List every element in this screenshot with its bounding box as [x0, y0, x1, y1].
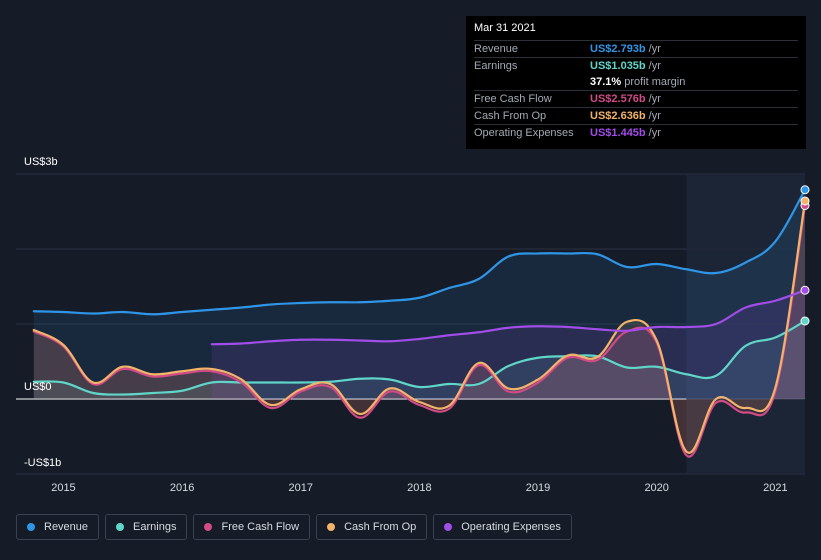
- tooltip-label: Cash From Op: [474, 110, 547, 122]
- tooltip-value: US$2.793b: [590, 43, 646, 55]
- legend-dot-icon: [204, 523, 213, 531]
- tooltip-label: [474, 74, 590, 90]
- axis-labels: US$3b US$0 -US$1b 2015 2016 2017 2018 2019 2020 2…: [24, 156, 788, 494]
- tooltip-unit: /yr: [648, 93, 661, 105]
- legend-label: Cash From Op: [344, 521, 417, 533]
- tooltip-row-operating-expenses: Operating Expenses US$1.445b /yr: [474, 124, 798, 141]
- earnings-line: [32, 319, 807, 396]
- x-tick-label: 2015: [51, 482, 75, 494]
- tooltip-unit: profit margin: [624, 76, 686, 88]
- tooltip-unit: /yr: [648, 43, 661, 55]
- tooltip-row-profit-margin: 37.1% profit margin: [474, 74, 798, 90]
- legend-item-operating-expenses[interactable]: Operating Expenses: [433, 514, 572, 540]
- operating-expenses-end-point: [800, 285, 810, 295]
- tooltip-unit: /yr: [648, 127, 661, 139]
- chart-legend: Revenue Earnings Free Cash Flow Cash Fro…: [16, 514, 572, 540]
- tooltip-value: US$1.445b: [590, 127, 646, 139]
- legend-item-cash-from-op[interactable]: Cash From Op: [316, 514, 428, 540]
- legend-dot-icon: [327, 523, 336, 531]
- legend-dot-icon: [27, 523, 35, 531]
- tooltip-row-cash-from-op: Cash From Op US$2.636b /yr: [474, 107, 798, 124]
- revenue-line: [32, 188, 807, 316]
- legend-dot-icon: [116, 523, 125, 531]
- cash-from-op-end-point: [800, 196, 810, 206]
- y-axis-label: US$3b: [24, 156, 58, 168]
- tooltip-label: Revenue: [474, 43, 519, 55]
- operating-expenses-line: [210, 289, 807, 346]
- series-lines: [32, 188, 807, 458]
- cash-from-op-area: [33, 201, 805, 453]
- tooltip-label: Operating Expenses: [474, 127, 574, 139]
- tooltip-row-free-cash-flow: Free Cash Flow US$2.576b /yr: [474, 90, 798, 107]
- grid-lines: [16, 173, 805, 475]
- free-cash-flow-area: [33, 205, 805, 457]
- tooltip-value: US$2.576b: [590, 93, 646, 105]
- tooltip-label: Earnings: [474, 60, 518, 72]
- y-axis-label: US$0: [24, 381, 52, 393]
- tooltip-value: US$2.636b: [590, 110, 646, 122]
- operating-expenses-area: [211, 290, 806, 399]
- free-cash-flow-line: [32, 204, 807, 458]
- tooltip-row-earnings: Earnings US$1.035b /yr: [474, 57, 798, 74]
- revenue-end-point: [800, 185, 810, 195]
- legend-dot-icon: [444, 523, 453, 531]
- x-tick-label: 2017: [289, 482, 313, 494]
- x-tick-label: 2021: [763, 482, 787, 494]
- legend-item-earnings[interactable]: Earnings: [105, 514, 188, 540]
- tooltip-date: Mar 31 2021: [474, 22, 536, 34]
- legend-label: Earnings: [133, 521, 177, 533]
- legend-item-revenue[interactable]: Revenue: [16, 514, 100, 540]
- legend-item-free-cash-flow[interactable]: Free Cash Flow: [193, 514, 311, 540]
- earnings-end-point: [800, 316, 810, 326]
- legend-label: Revenue: [44, 521, 89, 533]
- tooltip-label: Free Cash Flow: [474, 93, 552, 105]
- y-axis-label: -US$1b: [24, 457, 61, 469]
- legend-label: Operating Expenses: [461, 521, 561, 533]
- x-tick-label: 2020: [644, 482, 668, 494]
- x-tick-label: 2019: [526, 482, 550, 494]
- x-tick-label: 2018: [407, 482, 431, 494]
- earnings-area: [33, 321, 805, 399]
- tooltip-unit: /yr: [648, 110, 661, 122]
- chart-area: US$3b US$0 -US$1b 2015 2016 2017 2018 2019 2020 2…: [16, 156, 810, 494]
- x-tick-label: 2016: [170, 482, 194, 494]
- tooltip-row-revenue: Revenue US$2.793b /yr: [474, 40, 798, 57]
- legend-label: Free Cash Flow: [221, 521, 300, 533]
- series-end-markers: [800, 185, 810, 326]
- tooltip-value: 37.1%: [590, 76, 622, 88]
- tooltip-value: US$1.035b: [590, 60, 646, 72]
- data-tooltip: Mar 31 2021 Revenue US$2.793b /yr Earnin…: [466, 16, 806, 149]
- tooltip-unit: /yr: [648, 60, 661, 72]
- cash-from-op-line: [32, 199, 807, 454]
